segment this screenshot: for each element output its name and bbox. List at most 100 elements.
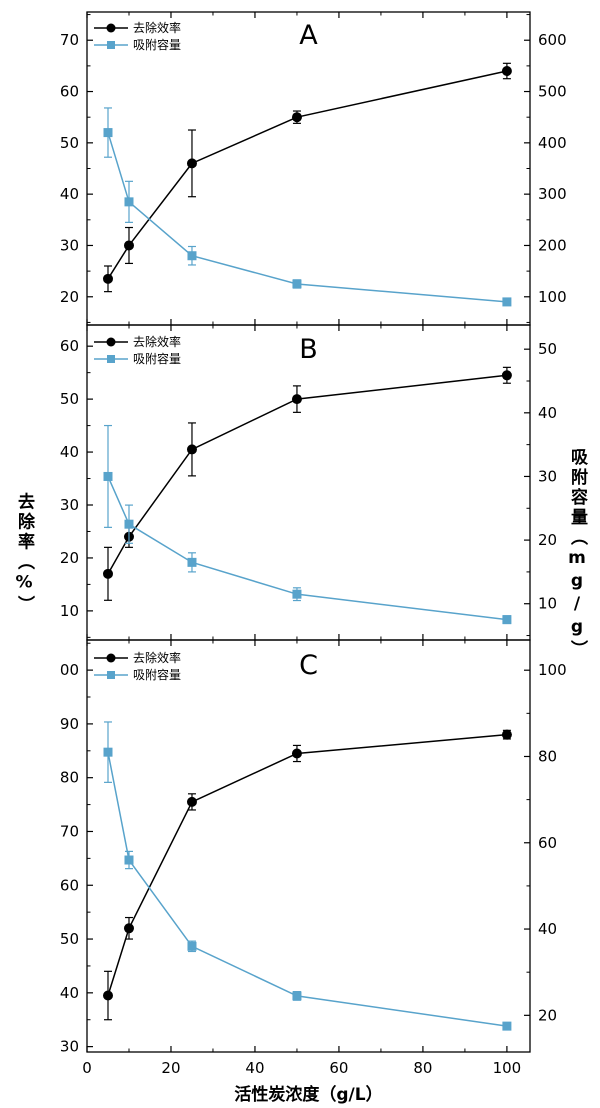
data-point-circle	[102, 273, 113, 284]
data-point-square	[292, 279, 302, 289]
x-tick-label: 100	[493, 1059, 522, 1077]
right-tick-label: 100	[538, 661, 567, 679]
data-point-square	[292, 991, 302, 1001]
data-point-square	[124, 519, 134, 529]
panel-B: 10 20 30 40 50 60 10 20 30 40 50	[60, 324, 557, 641]
legend-label-removal: 去除效率	[133, 335, 182, 349]
x-tick-label: 80	[413, 1059, 432, 1077]
series-line	[107, 752, 508, 1027]
data-point-square	[187, 941, 197, 951]
data-point-square	[124, 855, 134, 865]
panel-label-B: B	[299, 334, 318, 365]
data-point-circle	[102, 990, 113, 1001]
legend-label-adsorption: 吸附容量	[133, 352, 182, 366]
series-line	[107, 476, 507, 621]
legend-item-removal: 去除效率	[93, 650, 181, 665]
series-adsorption	[103, 721, 512, 1031]
data-point-circle	[501, 66, 512, 77]
series-line	[107, 132, 507, 303]
left-tick-label: 60	[60, 876, 79, 894]
legend-marker-square-icon	[93, 39, 129, 51]
legend-panel-B: 去除效率 吸附容量	[93, 334, 181, 366]
right-tick-label: 60	[538, 834, 557, 852]
left-tick-label: 50	[60, 134, 79, 152]
data-point-square	[187, 557, 197, 567]
legend-marker-circle-icon	[93, 652, 129, 664]
right-tick-label: 40	[538, 404, 557, 422]
series-removal	[102, 366, 512, 601]
legend-label-adsorption: 吸附容量	[133, 668, 182, 682]
right-tick-label: 20	[538, 1006, 557, 1024]
y-axis-label-left: 去除率（%）	[14, 492, 34, 616]
left-tick-label: 10	[60, 602, 79, 620]
panel-C: 0 20 40 60 80 100 30 40 50 60 70 80 90 00 20 40 60 80 100	[60, 639, 567, 1077]
panel-A: 20 30 40 50 60 70 100 200 300 400 500 600	[60, 11, 567, 326]
data-point-square	[103, 747, 113, 757]
data-point-square	[292, 589, 302, 599]
legend-label-removal: 去除效率	[133, 651, 182, 665]
left-tick-label: 80	[60, 769, 79, 787]
legend-marker-square-icon	[93, 353, 129, 365]
left-tick-label: 20	[60, 549, 79, 567]
legend-marker-circle-icon	[93, 336, 129, 348]
left-tick-label: 60	[60, 83, 79, 101]
left-tick-label: 40	[60, 185, 79, 203]
panel-frame	[86, 11, 531, 326]
x-tick-label: 0	[82, 1059, 92, 1077]
data-point-square	[187, 251, 197, 261]
data-point-circle	[186, 158, 197, 169]
left-tick-label: 30	[60, 496, 79, 514]
panel-frame	[86, 639, 531, 1053]
right-tick-label: 40	[538, 920, 557, 938]
series-removal	[102, 62, 512, 293]
legend-panel-C: 去除效率 吸附容量	[93, 650, 181, 682]
left-tick-label: 30	[60, 1038, 79, 1056]
left-tick-label: 30	[60, 236, 79, 254]
legend-panel-A: 去除效率 吸附容量	[93, 20, 181, 52]
right-tick-label: 80	[538, 747, 557, 765]
data-point-square	[502, 1021, 512, 1031]
legend-item-removal: 去除效率	[93, 20, 181, 35]
series-removal	[102, 729, 512, 1021]
panel-label-C: C	[299, 650, 318, 681]
left-tick-label: 50	[60, 390, 79, 408]
right-tick-label: 200	[538, 236, 567, 254]
right-tick-label: 30	[538, 467, 557, 485]
right-tick-label: 10	[538, 595, 557, 613]
right-tick-label: 600	[538, 31, 567, 49]
legend-item-removal: 去除效率	[93, 334, 181, 349]
left-tick-label: 70	[60, 31, 79, 49]
left-tick-label: 60	[60, 337, 79, 355]
x-axis-label: 活性炭浓度（g/L）	[234, 1085, 383, 1105]
data-point-circle	[123, 923, 134, 934]
right-tick-label: 400	[538, 134, 567, 152]
right-tick-label: 50	[538, 340, 557, 358]
legend-item-adsorption: 吸附容量	[93, 351, 181, 366]
data-point-circle	[291, 112, 302, 123]
legend-label-adsorption: 吸附容量	[133, 38, 182, 52]
series-line	[107, 70, 508, 280]
data-point-circle	[123, 240, 134, 251]
y-axis-label-right: 吸附容量（mg/g）	[567, 448, 587, 660]
right-tick-label: 20	[538, 531, 557, 549]
panel-label-A: A	[299, 20, 318, 51]
data-point-circle	[186, 796, 197, 807]
legend-marker-square-icon	[93, 669, 129, 681]
left-tick-label: 70	[60, 822, 79, 840]
x-tick-label: 20	[161, 1059, 180, 1077]
legend-item-adsorption: 吸附容量	[93, 667, 181, 682]
series-adsorption	[103, 424, 512, 625]
left-tick-label: 50	[60, 930, 79, 948]
legend-marker-circle-icon	[93, 22, 129, 34]
data-point-circle	[501, 729, 512, 740]
x-tick-label: 60	[329, 1059, 348, 1077]
series-line	[107, 374, 507, 575]
data-point-square	[124, 197, 134, 207]
panel-frame	[86, 324, 531, 641]
right-tick-label: 500	[538, 83, 567, 101]
data-point-circle	[291, 748, 302, 759]
left-tick-label: 20	[60, 288, 79, 306]
left-tick-label: 40	[60, 984, 79, 1002]
